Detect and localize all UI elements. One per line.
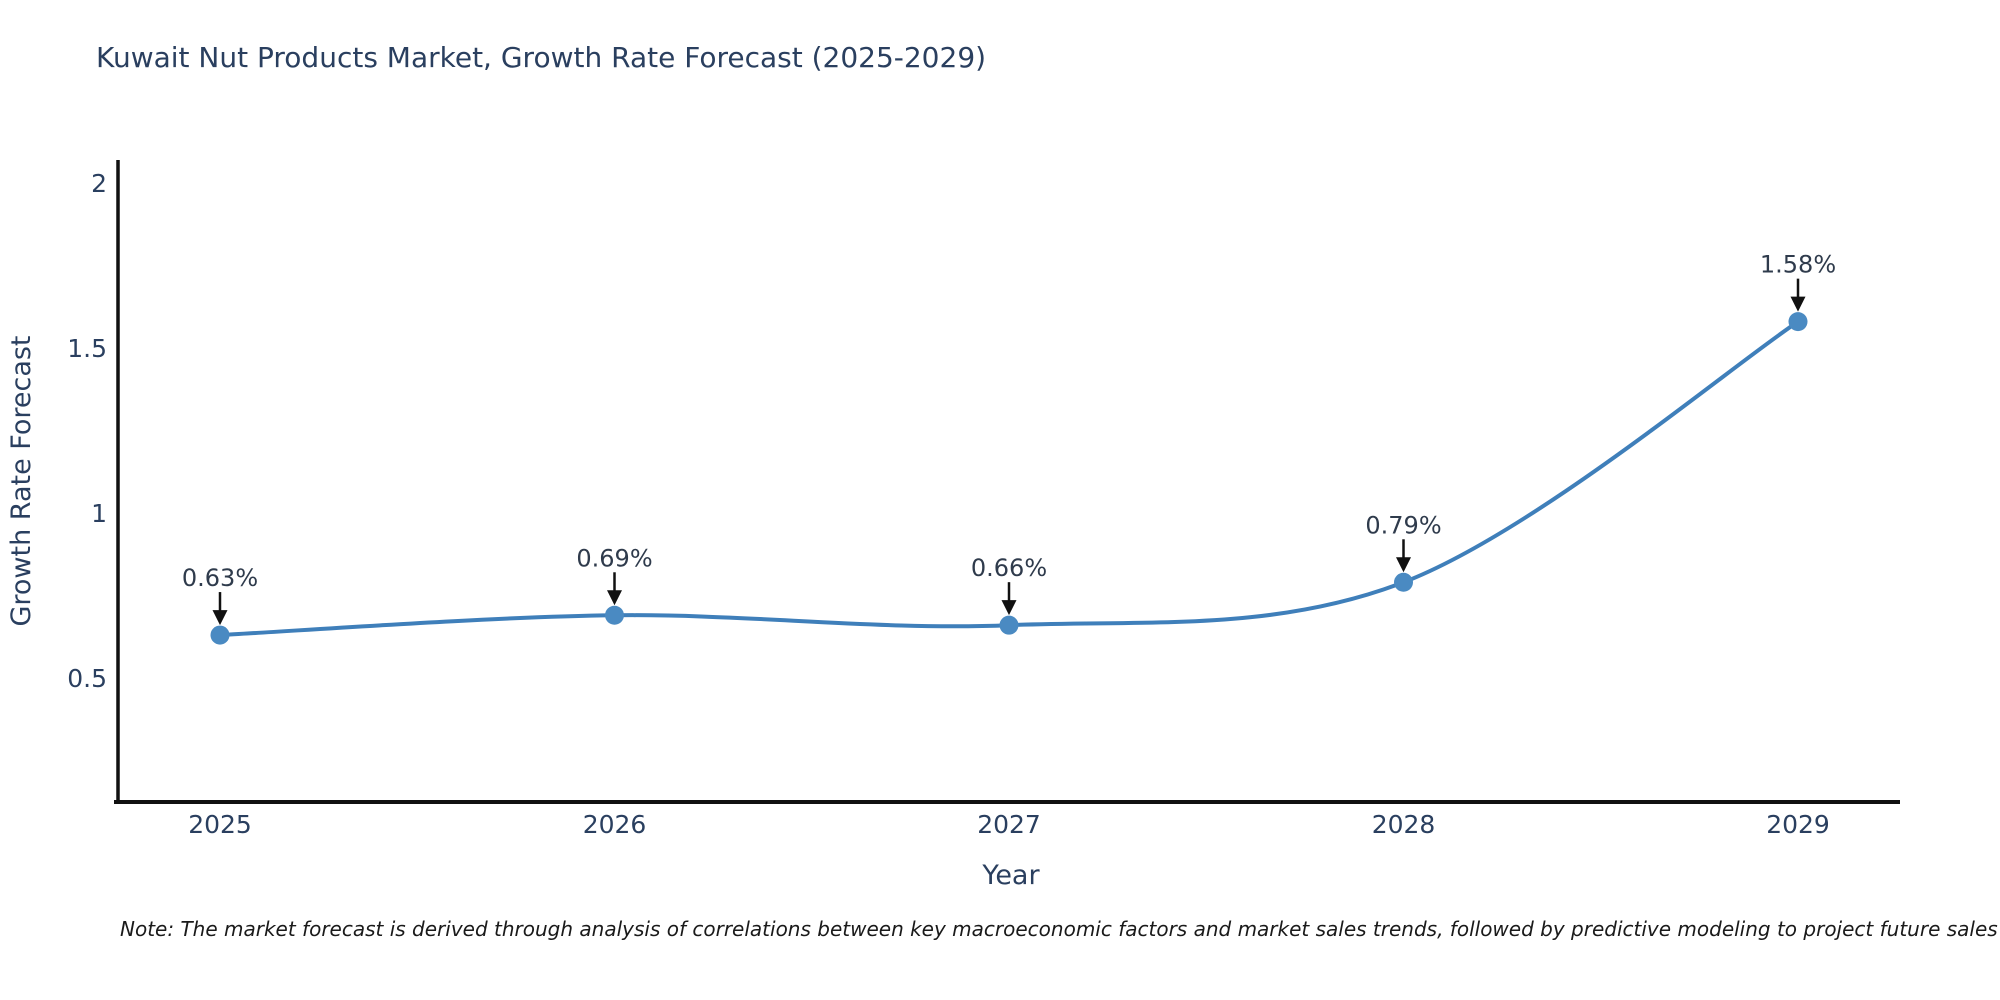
y-tick-label: 2 bbox=[91, 169, 107, 198]
x-tick-label: 2028 bbox=[1372, 810, 1436, 839]
y-axis-title: Growth Rate Forecast bbox=[6, 335, 37, 626]
annotation-arrowhead-icon bbox=[1396, 557, 1411, 573]
x-tick-label: 2029 bbox=[1766, 810, 1830, 839]
chart-note: Note: The market forecast is derived thr… bbox=[120, 917, 1998, 941]
y-tick-label: 1.5 bbox=[67, 334, 107, 363]
data-point-marker[interactable] bbox=[999, 615, 1019, 635]
y-tick-label: 1 bbox=[91, 499, 107, 528]
annotation-arrowhead-icon bbox=[607, 590, 622, 606]
point-value-label: 0.79% bbox=[1365, 511, 1441, 539]
data-point-marker[interactable] bbox=[605, 605, 624, 625]
point-value-label: 0.69% bbox=[576, 544, 652, 572]
data-point-marker[interactable] bbox=[1788, 312, 1808, 332]
x-tick-label: 2025 bbox=[188, 810, 252, 839]
annotation-arrowhead-icon bbox=[212, 610, 228, 626]
y-tick-label: 0.5 bbox=[67, 664, 107, 693]
x-axis-title: Year bbox=[981, 860, 1040, 891]
point-value-label: 0.66% bbox=[971, 554, 1047, 582]
x-tick-label: 2026 bbox=[583, 810, 647, 839]
chart-title: Kuwait Nut Products Market, Growth Rate … bbox=[96, 41, 986, 74]
series-line bbox=[218, 319, 1800, 638]
annotation-arrowhead-icon bbox=[1790, 296, 1806, 312]
data-point-marker[interactable] bbox=[1394, 572, 1413, 592]
data-point-marker[interactable] bbox=[210, 625, 230, 645]
point-value-label: 0.63% bbox=[182, 564, 258, 592]
annotation-arrowhead-icon bbox=[1001, 600, 1017, 616]
point-value-label: 1.58% bbox=[1760, 251, 1836, 279]
plot-area: 0.5 1 1.5 2 2025 2026 2027 2028 2029 0.63% 0.69% 0.… bbox=[67, 160, 1900, 839]
x-tick-label: 2027 bbox=[977, 810, 1041, 839]
